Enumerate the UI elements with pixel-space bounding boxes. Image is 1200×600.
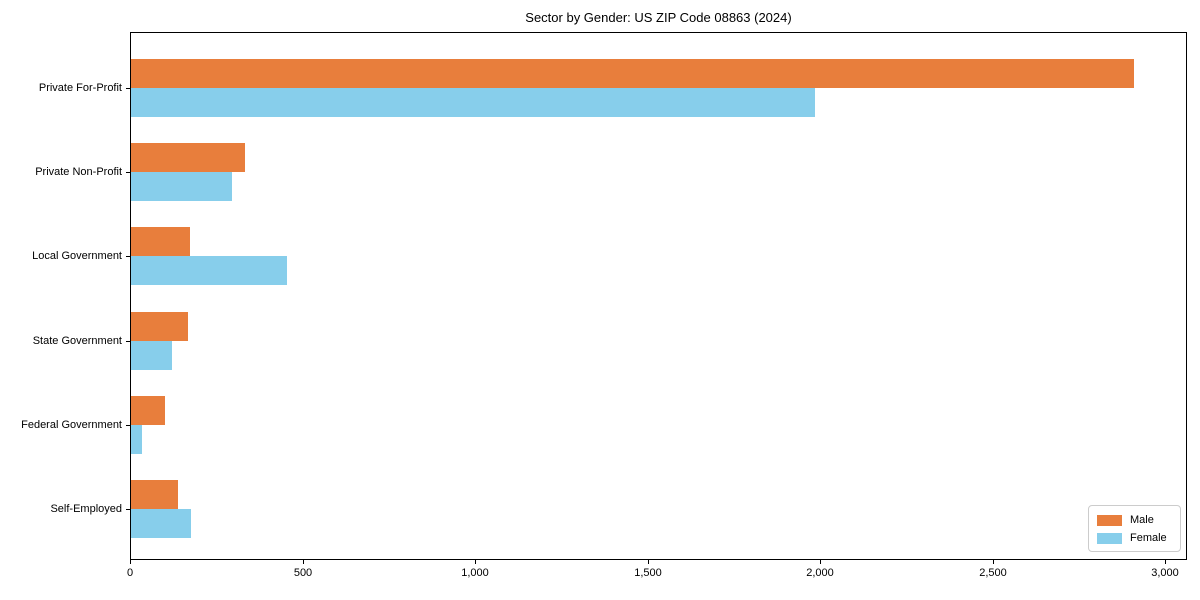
y-tick-label: Local Government [32,250,122,263]
y-tick-label: State Government [32,334,122,347]
y-tick-label: Private Non-Profit [35,166,122,179]
bar-male-3 [131,227,190,256]
legend-label: Female [1130,532,1167,544]
y-tick-mark [126,172,130,174]
legend-label: Male [1130,514,1154,526]
bar-female-5 [131,425,142,454]
legend-item-male: Male [1097,512,1172,528]
y-tick-label: Federal Government [21,418,122,431]
bar-male-4 [131,312,188,341]
x-tick-mark [475,560,476,564]
x-tick-label: 0 [126,567,134,579]
legend: Male Female [1088,505,1181,552]
bar-female-3 [131,256,287,285]
y-tick-mark [126,256,130,258]
x-tick-mark [648,560,649,564]
x-tick-mark [303,560,304,564]
x-tick-label: 3,000 [1151,567,1179,579]
x-tick-label: 2,000 [806,567,834,579]
bar-male-6 [131,480,178,509]
x-tick-mark [1165,560,1166,564]
chart-title: Sector by Gender: US ZIP Code 08863 (202… [525,10,792,25]
x-tick-mark [820,560,821,564]
bar-male-5 [131,396,165,425]
x-tick-label: 1,000 [461,567,489,579]
x-tick-mark [993,560,994,564]
bar-male-2 [131,143,245,172]
bar-female-4 [131,341,172,370]
bar-female-1 [131,88,815,117]
legend-swatch-male [1097,514,1122,526]
bar-female-6 [131,509,191,538]
x-tick-label: 500 [293,567,313,579]
y-tick-label: Private For-Profit [38,82,122,94]
y-tick-mark [126,88,130,89]
bar-female-2 [131,172,232,201]
y-tick-mark [126,509,130,510]
x-tick-label: 2,500 [979,567,1007,579]
bar-male-1 [131,59,1134,88]
plot-area [130,32,1187,560]
y-tick-label: Self-Employed [50,503,122,515]
x-tick-label: 1,500 [634,567,662,579]
legend-item-female: Female [1097,530,1172,546]
x-tick-mark [130,560,131,564]
legend-swatch-female [1097,532,1122,544]
y-tick-mark [126,340,130,342]
y-tick-mark [126,424,130,426]
